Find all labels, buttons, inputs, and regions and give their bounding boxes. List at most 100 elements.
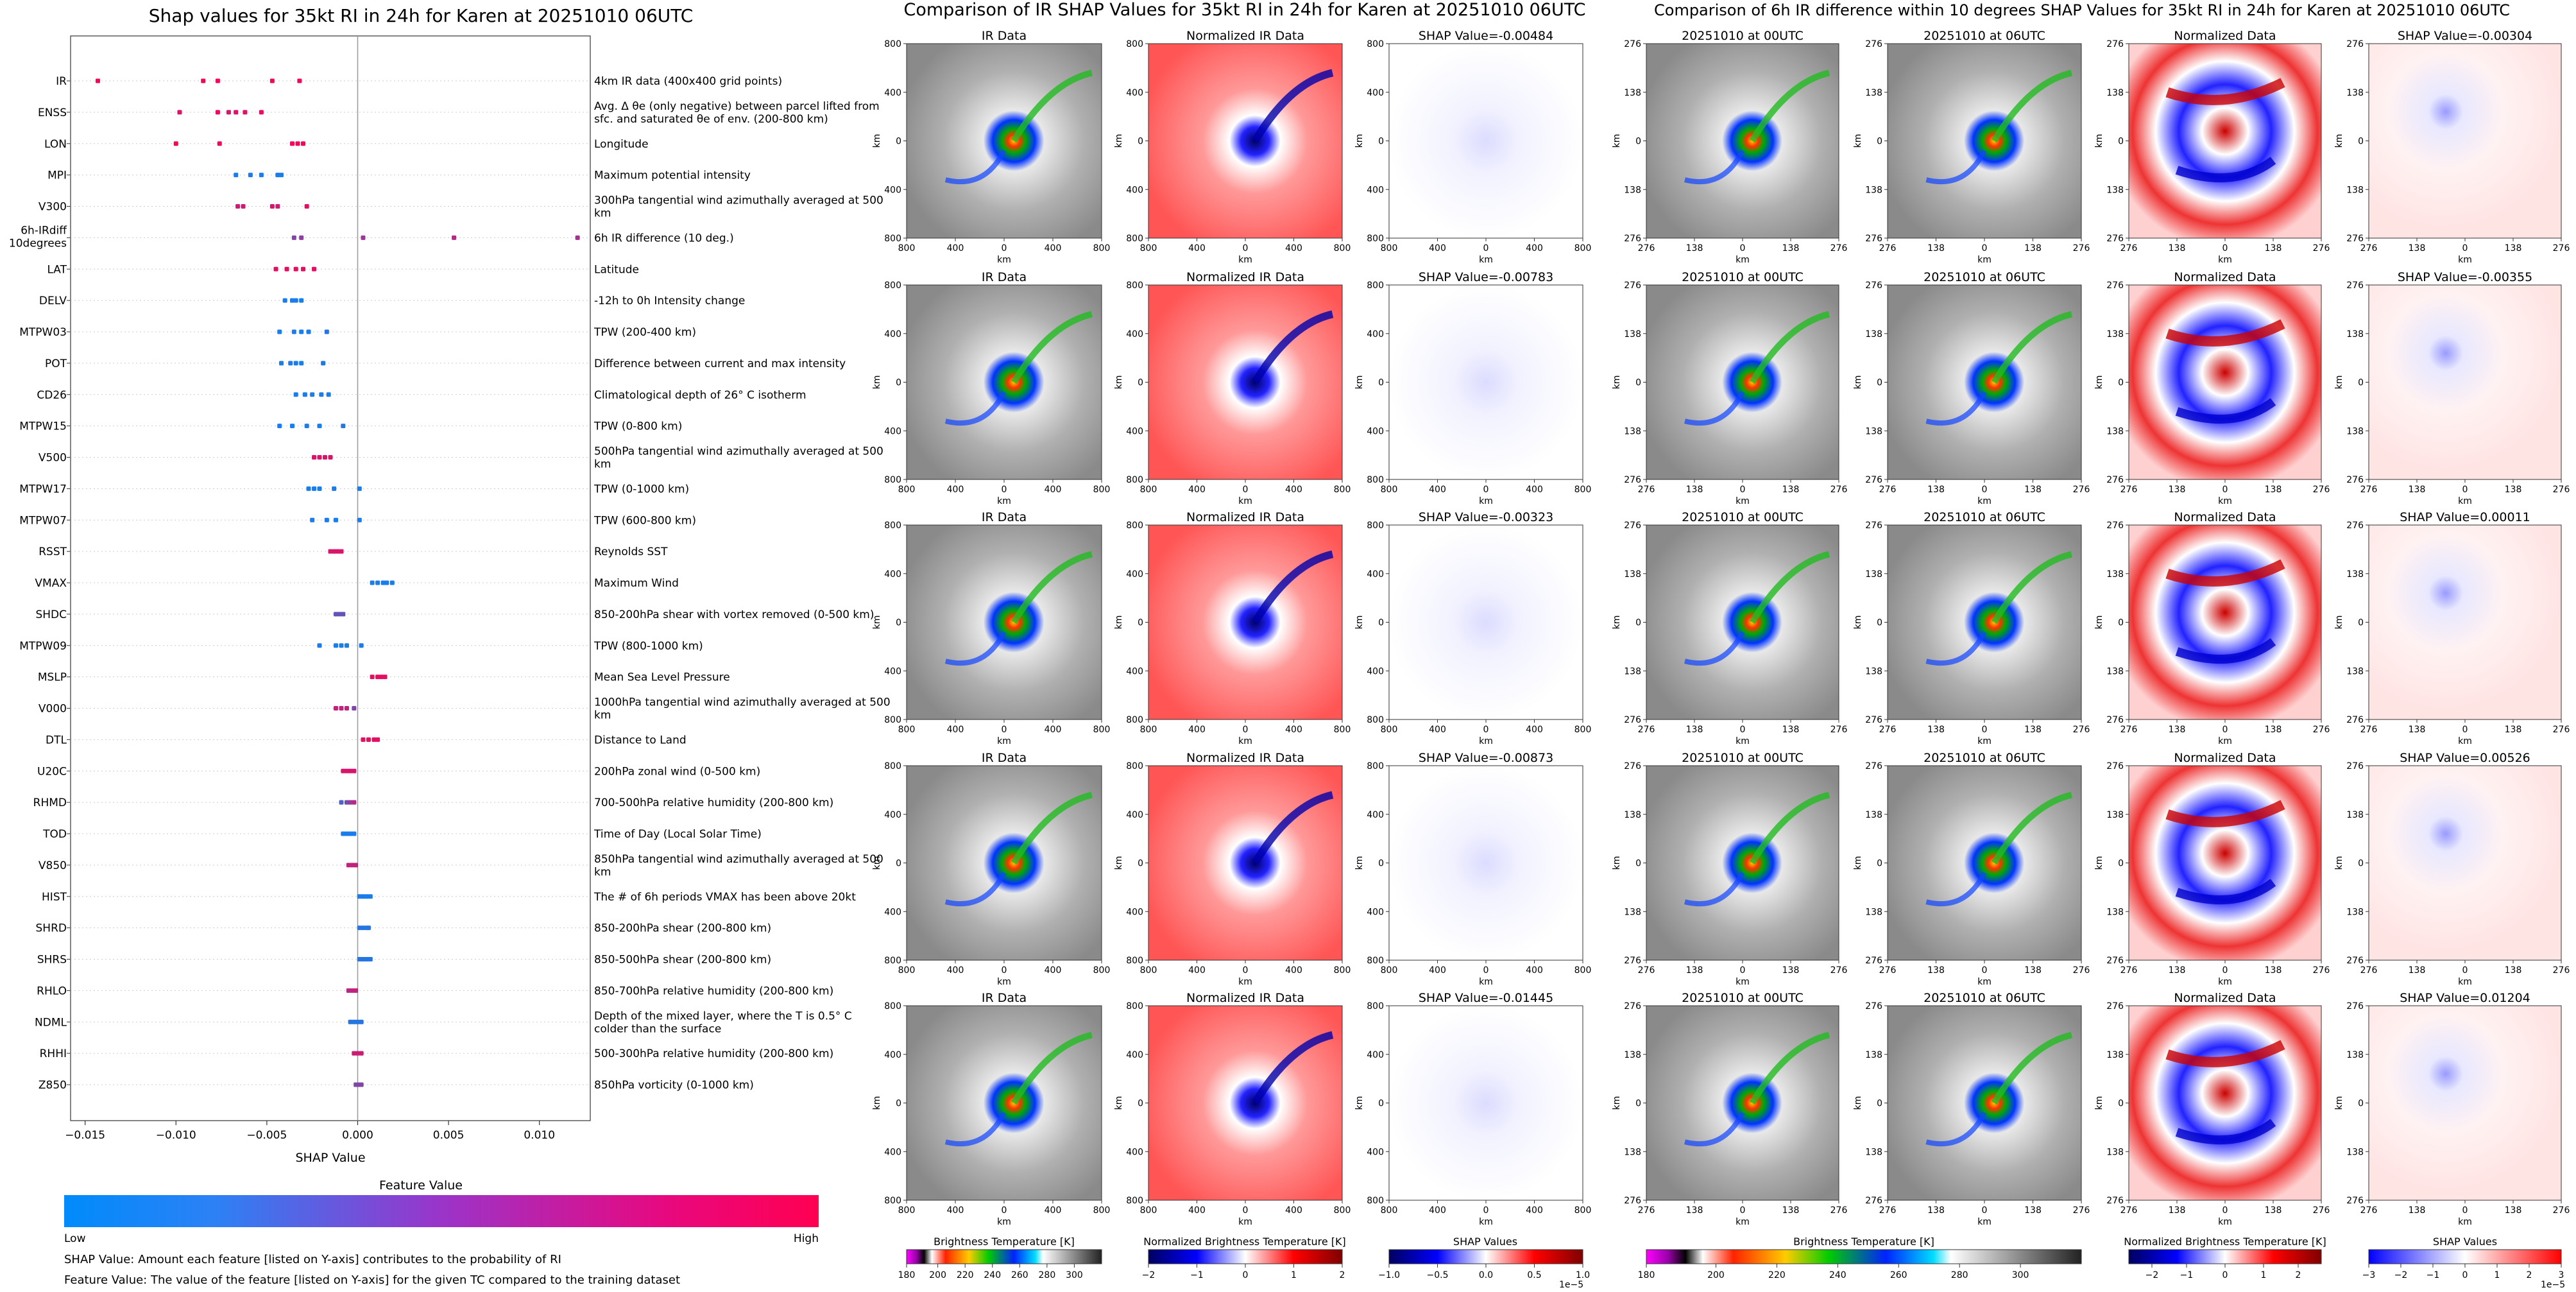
shap-point	[375, 675, 380, 680]
colorbar-tick-label: 180	[1638, 1270, 1655, 1280]
shap-point	[352, 1051, 357, 1056]
x-tick-label: 276	[1638, 243, 1655, 254]
y-tick-label: 0	[896, 137, 901, 147]
x-tick-label: 276	[2313, 725, 2330, 735]
difference-band	[2165, 78, 2285, 105]
image-panel-plot	[1148, 284, 1343, 480]
feature-row: RHMD 700-500hPa relative humidity (200-80…	[33, 797, 834, 809]
colorbar-tick-label: 0	[2222, 1270, 2228, 1280]
colorbar-tick-label: 200	[929, 1270, 946, 1280]
feature-name-line: RHHI	[40, 1047, 67, 1060]
x-axis-label: km	[997, 496, 1011, 506]
feature-description: Latitude	[594, 263, 639, 276]
y-tick-label: 138	[1624, 426, 1641, 436]
feature-row: LAT Latitude	[47, 263, 639, 276]
feature-name-line: LAT	[47, 263, 67, 276]
image-panel-plot	[2368, 43, 2562, 239]
y-tick-label: 400	[1126, 1147, 1143, 1157]
feature-row: MTPW15 TPW (0-800 km)	[19, 420, 682, 433]
x-tick-label: 400	[1188, 1205, 1206, 1216]
y-tick-label: 800	[884, 234, 901, 244]
feature-description: 500hPa tangential wind azimuthally avera…	[594, 445, 883, 471]
feature-description: Time of Day (Local Solar Time)	[593, 828, 762, 841]
x-tick-label: 138	[2024, 1205, 2042, 1216]
feature-row: 6h-IRdiff 10degrees 6h IR difference (10 d…	[9, 224, 734, 250]
x-tick-label: 0	[1483, 965, 1489, 976]
y-tick-label: 800	[1126, 39, 1143, 49]
y-axis-label: km	[872, 616, 882, 630]
image-panel: Normalized IR Data8008004004000040040080…	[1114, 991, 1351, 1227]
feature-name: V850	[38, 859, 67, 872]
y-tick-label: 138	[2106, 666, 2124, 676]
x-tick-label: 138	[2265, 965, 2282, 976]
y-tick-label: 400	[1126, 88, 1143, 98]
shap-point	[341, 768, 346, 773]
y-tick-label: 400	[1126, 185, 1143, 195]
y-tick-label: 400	[1367, 569, 1384, 580]
image-panel-plot	[2128, 284, 2322, 480]
x-axis-label: km	[997, 255, 1011, 265]
image-panel-title: IR Data	[982, 29, 1027, 43]
colorbar-tick-label: −2	[2145, 1270, 2159, 1280]
y-tick-label: 276	[2346, 715, 2364, 725]
shap-point	[275, 173, 280, 178]
y-axis-label: km	[1354, 134, 1365, 148]
x-axis-label: km	[1238, 255, 1252, 265]
x-tick-label: 276	[2553, 243, 2570, 254]
feature-row: CD26 Climatological depth of 26° C isothe…	[37, 389, 806, 402]
x-axis-label: km	[1238, 1217, 1252, 1227]
x-tick-label: 400	[1429, 485, 1446, 495]
feature-description: Depth of the mixed layer, where the T is…	[594, 1010, 852, 1035]
colorbar-tick-label: −2	[2394, 1270, 2408, 1280]
cloud-band	[1251, 1031, 1334, 1105]
feature-description-line: km	[594, 866, 611, 879]
x-tick-label: 400	[1285, 965, 1302, 976]
x-tick-label: 276	[1830, 243, 1848, 254]
y-tick-label: 400	[1367, 1050, 1384, 1060]
x-tick-label: 0	[1243, 1205, 1249, 1216]
image-panel: 20251010 at 06UTC27627613813800138138276…	[1853, 29, 2090, 265]
x-tick-label: 276	[2553, 1205, 2570, 1216]
x-tick-label: 0	[2222, 485, 2228, 495]
y-tick-label: 138	[2346, 329, 2364, 340]
feature-description-line: 850-200hPa shear (200-800 km)	[594, 922, 771, 935]
feature-description-line: Latitude	[594, 263, 639, 276]
x-tick-label: 800	[898, 725, 916, 735]
cloud-band	[1684, 630, 1745, 666]
feature-name-line: SHRD	[36, 922, 67, 935]
feature-description-line: Depth of the mixed layer, where the T is…	[594, 1010, 852, 1022]
image-panel-title: 20251010 at 00UTC	[1682, 29, 1804, 43]
x-axis-label: km	[1977, 736, 1992, 746]
image-panel: SHAP Value=-0.00783800800400400004004008…	[1354, 270, 1591, 506]
image-panel-plot	[2368, 765, 2562, 961]
y-tick-label: 138	[1624, 185, 1641, 195]
x-tick-label: 400	[947, 725, 964, 735]
x-tick-label: 800	[1140, 243, 1157, 254]
feature-description-line: 500hPa tangential wind azimuthally avera…	[594, 445, 883, 458]
x-tick-label: 276	[2360, 243, 2378, 254]
feature-row: LON Longitude	[44, 138, 649, 151]
cloud-band	[1991, 551, 2073, 624]
x-axis-label: km	[2458, 255, 2472, 265]
x-tick-label: 0	[1483, 725, 1489, 735]
shap-point	[306, 329, 311, 334]
y-tick-label: 800	[1367, 234, 1384, 244]
cloud-band	[1925, 1111, 1987, 1147]
colorbar-tick-label: 2	[2296, 1270, 2301, 1280]
shap-point	[241, 204, 246, 209]
y-tick-label: 276	[1865, 475, 1882, 485]
shap-point	[328, 549, 333, 554]
shap-point	[339, 643, 344, 648]
cloud-band	[1011, 69, 1093, 143]
x-tick-label: 276	[2073, 1205, 2090, 1216]
shap-point	[361, 957, 366, 961]
image-panel-plot	[1887, 765, 2082, 961]
nbt-colorbar-label: Normalized Brightness Temperature [K]	[1143, 1236, 1346, 1248]
feature-name: TOD	[42, 828, 67, 841]
x-tick-label: 138	[1686, 243, 1703, 254]
y-tick-label: 0	[1877, 859, 1882, 869]
x-tick-label: 138	[2265, 725, 2282, 735]
feature-name-line: TOD	[42, 828, 67, 841]
feature-name: DELV	[39, 295, 67, 307]
